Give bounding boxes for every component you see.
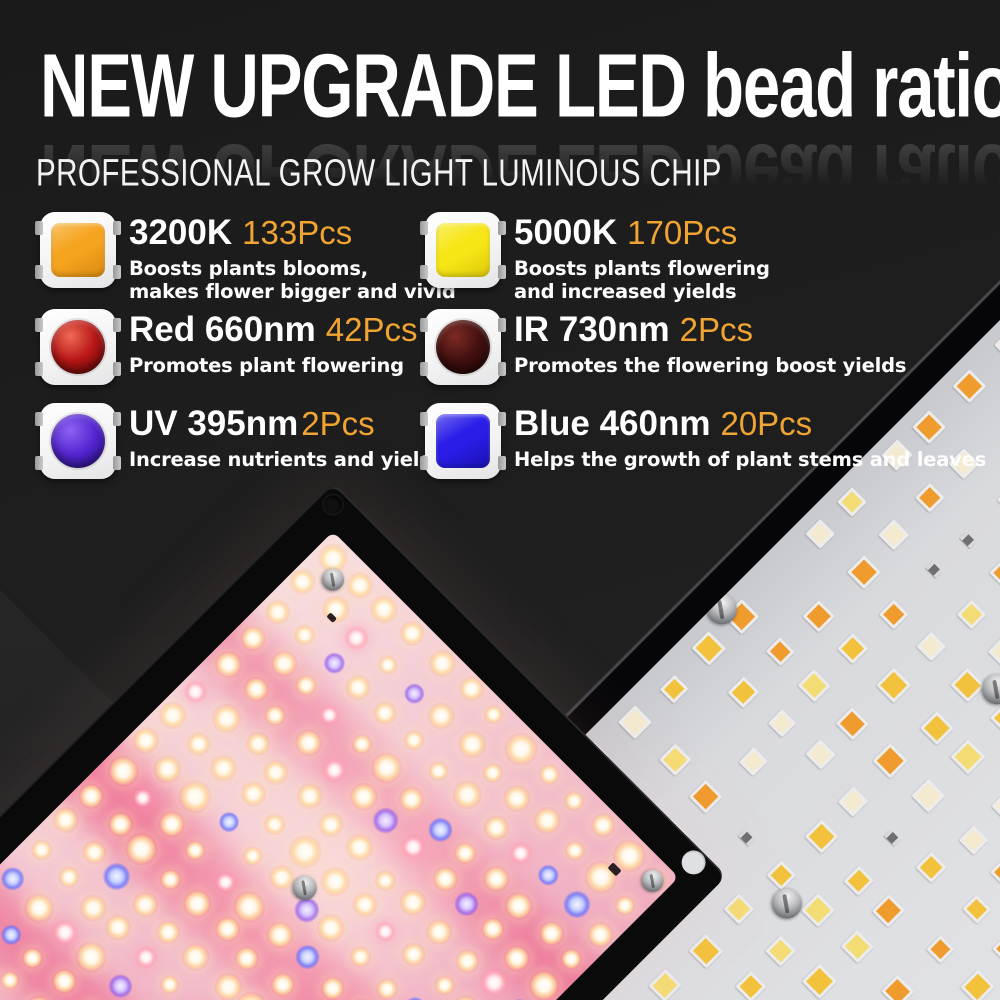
chip-solder-pad-icon xyxy=(498,412,506,426)
led-item-heading: Blue 460nm 20Pcs xyxy=(514,404,986,444)
led-description: Increase nutrients and yield xyxy=(129,448,433,471)
led-chip-icon xyxy=(420,309,506,385)
chip-emitter xyxy=(436,320,490,374)
led-chip-icon xyxy=(420,403,506,479)
chip-solder-pad-icon xyxy=(420,362,428,376)
led-item-text: 3200K 133Pcs Boosts plants blooms, makes … xyxy=(129,212,456,303)
led-name: 5000K xyxy=(514,213,618,252)
led-description-line: Boosts plants blooms, xyxy=(129,257,368,280)
led-chip-icon xyxy=(35,212,121,288)
chip-emitter xyxy=(51,320,105,374)
led-item-violet-uv: UV 395nm 2Pcs Increase nutrients and yie… xyxy=(35,403,433,479)
led-name: Blue 460nm xyxy=(514,404,711,443)
led-item-text: 5000K 170Pcs Boosts plants flowering and … xyxy=(514,212,770,303)
led-name: UV 395nm xyxy=(129,404,299,443)
led-chip-icon xyxy=(35,403,121,479)
led-chip-icon xyxy=(420,212,506,288)
chip-solder-pad-icon xyxy=(498,362,506,376)
chip-solder-pad-icon xyxy=(113,318,121,332)
led-item-heading: UV 395nm 2Pcs xyxy=(129,404,433,444)
chip-emitter xyxy=(436,414,490,468)
led-name: 3200K xyxy=(129,213,233,252)
chip-solder-pad-icon xyxy=(498,318,506,332)
chip-solder-pad-icon xyxy=(113,412,121,426)
led-count: 2Pcs xyxy=(301,405,375,442)
led-description: Promotes the flowering boost yields xyxy=(514,354,906,377)
led-description-line: makes flower bigger and vivid xyxy=(129,280,456,303)
led-name: IR 730nm xyxy=(514,310,670,349)
led-count: 133Pcs xyxy=(242,214,353,251)
led-description-line: Increase nutrients and yield xyxy=(129,448,433,471)
led-item-heading: 3200K 133Pcs xyxy=(129,213,456,253)
chip-solder-pad-icon xyxy=(498,456,506,470)
led-count: 42Pcs xyxy=(325,311,418,348)
page-subtitle: PROFESSIONAL GROW LIGHT LUMINOUS CHIP xyxy=(36,151,722,194)
led-description: Boosts plants blooms, makes flower bigger… xyxy=(129,257,456,303)
chip-solder-pad-icon xyxy=(113,221,121,235)
led-name: Red 660nm xyxy=(129,310,316,349)
led-description-line: Boosts plants flowering xyxy=(514,257,770,280)
chip-solder-pad-icon xyxy=(498,221,506,235)
led-chip-icon xyxy=(35,309,121,385)
chip-emitter xyxy=(51,223,105,277)
led-item-heading: Red 660nm 42Pcs xyxy=(129,310,417,350)
led-item-heading: IR 730nm 2Pcs xyxy=(514,310,906,350)
led-description: Boosts plants flowering and increased yie… xyxy=(514,257,770,303)
led-item-warm-orange: 3200K 133Pcs Boosts plants blooms, makes … xyxy=(35,212,456,303)
chip-solder-pad-icon xyxy=(35,412,43,426)
page-title: NEW UPGRADE LED bead ratio xyxy=(40,35,1000,136)
led-item-text: IR 730nm 2Pcs Promotes the flowering boo… xyxy=(514,309,906,377)
chip-solder-pad-icon xyxy=(420,221,428,235)
chip-solder-pad-icon xyxy=(420,456,428,470)
chip-solder-pad-icon xyxy=(498,265,506,279)
chip-solder-pad-icon xyxy=(35,362,43,376)
chip-emitter xyxy=(51,414,105,468)
led-item-blue: Blue 460nm 20Pcs Helps the growth of pla… xyxy=(420,403,986,479)
led-description-line: Helps the growth of plant stems and leav… xyxy=(514,448,987,471)
led-item-deep-red-infrared: IR 730nm 2Pcs Promotes the flowering boo… xyxy=(420,309,906,385)
led-item-text: Blue 460nm 20Pcs Helps the growth of pla… xyxy=(514,403,986,471)
led-description-line: and increased yields xyxy=(514,280,737,303)
chip-solder-pad-icon xyxy=(420,318,428,332)
chip-solder-pad-icon xyxy=(35,265,43,279)
chip-emitter xyxy=(436,223,490,277)
chip-solder-pad-icon xyxy=(35,318,43,332)
led-item-red: Red 660nm 42Pcs Promotes plant flowering xyxy=(35,309,417,385)
chip-solder-pad-icon xyxy=(35,221,43,235)
chip-solder-pad-icon xyxy=(113,456,121,470)
chip-solder-pad-icon xyxy=(35,456,43,470)
led-item-text: Red 660nm 42Pcs Promotes plant flowering xyxy=(129,309,417,377)
chip-solder-pad-icon xyxy=(420,265,428,279)
led-count: 2Pcs xyxy=(679,311,753,348)
chip-solder-pad-icon xyxy=(113,265,121,279)
led-item-text: UV 395nm 2Pcs Increase nutrients and yie… xyxy=(129,403,433,471)
led-count: 170Pcs xyxy=(627,214,738,251)
led-count: 20Pcs xyxy=(720,405,813,442)
led-description: Promotes plant flowering xyxy=(129,354,417,377)
led-description-line: Promotes plant flowering xyxy=(129,354,404,377)
led-description-line: Promotes the flowering boost yields xyxy=(514,354,907,377)
led-item-heading: 5000K 170Pcs xyxy=(514,213,770,253)
chip-solder-pad-icon xyxy=(113,362,121,376)
chip-solder-pad-icon xyxy=(420,412,428,426)
led-description: Helps the growth of plant stems and leav… xyxy=(514,448,986,471)
led-item-yellow: 5000K 170Pcs Boosts plants flowering and … xyxy=(420,212,770,303)
